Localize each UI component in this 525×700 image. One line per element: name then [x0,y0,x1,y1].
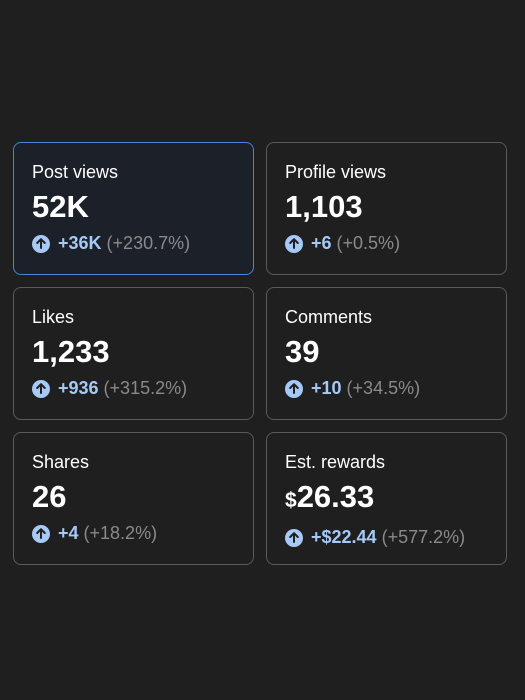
metric-card-post-views[interactable]: Post views 52K +36K (+230.7%) [13,142,254,275]
metric-label: Shares [32,452,90,472]
metric-percent: (+577.2%) [381,527,466,547]
metric-change: +4 (+18.2%) [32,523,253,544]
metric-change: +10 (+34.5%) [285,378,506,399]
metric-delta: +36K [58,233,102,253]
metric-label: Profile views [285,162,387,182]
metric-percent: (+34.5%) [346,378,421,398]
metric-percent: (+230.7%) [106,233,191,253]
metric-card-comments[interactable]: Comments 39 +10 (+34.5%) [266,287,507,420]
metric-label: Likes [32,307,75,327]
metric-change: +6 (+0.5%) [285,233,506,254]
metric-change: +$22.44 (+577.2%) [285,527,506,548]
metric-change: +936 (+315.2%) [32,378,253,399]
metric-label: Post views [32,162,119,182]
metric-delta: +$22.44 [311,527,377,547]
currency-symbol: $ [285,489,297,512]
metric-card-likes[interactable]: Likes 1,233 +936 (+315.2%) [13,287,254,420]
metric-label: Est. rewards [285,452,386,472]
metric-card-shares[interactable]: Shares 26 +4 (+18.2%) [13,432,254,565]
arrow-up-circle-icon [32,379,50,398]
metric-percent: (+315.2%) [103,378,188,398]
metric-value: 39 [285,334,320,369]
metric-card-profile-views[interactable]: Profile views 1,103 +6 (+0.5%) [266,142,507,275]
arrow-up-circle-icon [32,234,50,253]
metric-percent: (+18.2%) [83,523,158,543]
metric-value: 1,103 [285,189,363,224]
metric-delta: +6 [311,233,332,253]
metric-value: 52K [32,189,89,224]
arrow-up-circle-icon [285,234,303,253]
metric-value: 26.33 [296,479,375,514]
metric-value: 26 [32,479,67,514]
metric-change: +36K (+230.7%) [32,233,253,254]
metric-card-est-rewards[interactable]: Est. rewards $26.33 +$22.44 (+577.2%) [266,432,507,565]
metrics-grid: Post views 52K +36K (+230.7%) Profile vi… [13,142,507,565]
metric-label: Comments [285,307,373,327]
metric-delta: +10 [311,378,342,398]
arrow-up-circle-icon [285,528,303,547]
metric-percent: (+0.5%) [336,233,401,253]
metric-delta: +4 [58,523,79,543]
arrow-up-circle-icon [32,524,50,543]
metric-delta: +936 [58,378,99,398]
metric-value-container: $26.33 [285,479,506,519]
arrow-up-circle-icon [285,379,303,398]
metric-value: 1,233 [32,334,110,369]
